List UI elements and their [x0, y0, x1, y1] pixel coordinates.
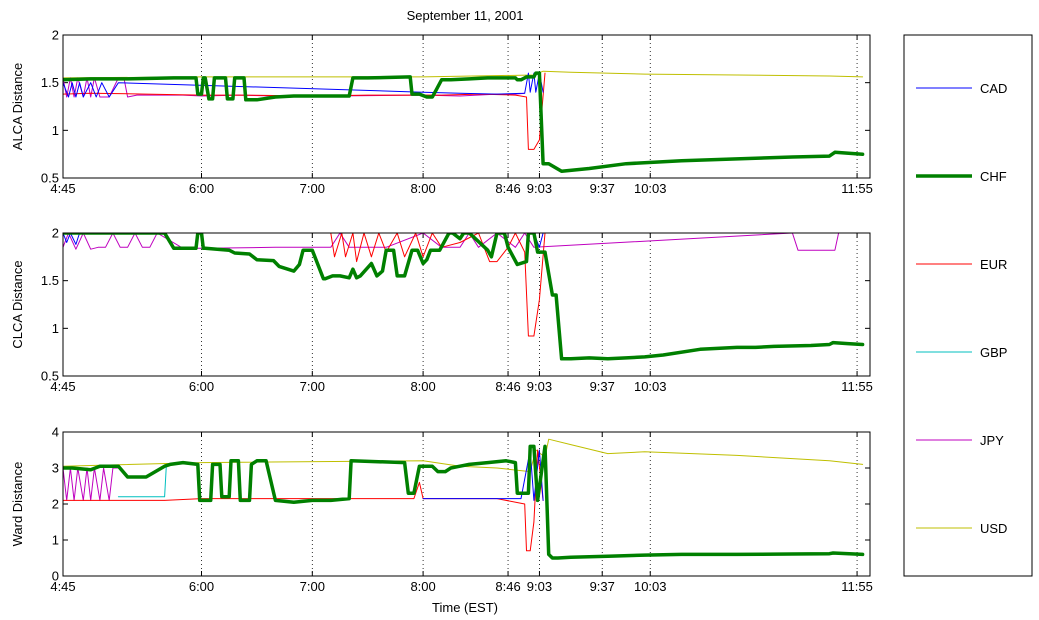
panel-background: [63, 35, 870, 178]
legend-label: EUR: [980, 257, 1007, 272]
panels-layer: 4:45 6:00 7:00 8:00 8:46 9:03 9:37 10:03 11:55 0.…: [10, 28, 873, 595]
y-axis-label: ALCA Distance: [10, 63, 25, 150]
x-tick-label: 9:37: [590, 579, 615, 594]
panel-1: 4:45 6:00 7:00 8:00 8:46 9:03 9:37 10:03 11:55 0.…: [10, 28, 873, 197]
x-tick-label: 8:00: [410, 379, 435, 394]
y-tick-label: 2: [52, 28, 59, 43]
x-tick-label: 4:45: [50, 379, 75, 394]
legend-label: CAD: [980, 81, 1007, 96]
x-tick-label: 10:03: [634, 579, 667, 594]
legend-label: CHF: [980, 169, 1007, 184]
x-tick-label: 11:55: [841, 181, 873, 196]
x-tick-label: 8:00: [410, 181, 435, 196]
series-line-chf: [63, 233, 865, 361]
series-line-eur: [63, 233, 546, 337]
y-tick-label: 1: [52, 123, 59, 138]
x-tick-label: 9:37: [590, 379, 615, 394]
y-tick-label: 1.5: [41, 75, 59, 90]
x-tick-label: 8:00: [410, 579, 435, 594]
x-tick-label: 11:55: [841, 579, 873, 594]
series-line-chf: [63, 444, 865, 560]
panel-frame: [62, 34, 871, 179]
x-tick-label: 8:46: [495, 379, 520, 394]
series-line-cad: [422, 449, 544, 501]
y-tick-label: 2: [52, 497, 59, 512]
y-tick-label: 1.5: [41, 273, 59, 288]
x-tick-label: 8:46: [495, 579, 520, 594]
panel-2: 4:45 6:00 7:00 8:00 8:46 9:03 9:37 10:03 11:55 0.…: [10, 226, 873, 395]
y-axis-label: CLCA Distance: [10, 260, 25, 348]
legend-box: [903, 34, 1033, 577]
legend-label: JPY: [980, 433, 1004, 448]
x-tick-label: 8:46: [495, 181, 520, 196]
legend-entry-usd: USD: [916, 521, 1007, 536]
legend-entry-eur: EUR: [916, 257, 1007, 272]
x-tick-label: 6:00: [189, 181, 214, 196]
series-group: [63, 438, 865, 560]
series-line-usd: [63, 70, 864, 79]
panel-background: [63, 432, 870, 576]
series-line-jpy: [63, 467, 119, 501]
x-tick-label: 6:00: [189, 579, 214, 594]
y-axis-label: Ward Distance: [10, 462, 25, 547]
x-tick-label: 10:03: [634, 181, 667, 196]
x-tick-label: 9:03: [527, 579, 552, 594]
y-tick-label: 0: [52, 569, 59, 584]
series-line-cad: [63, 233, 544, 248]
y-tick-label: 2: [52, 226, 59, 241]
panel-frame: [62, 232, 871, 377]
legend-entry-jpy: JPY: [916, 433, 1004, 448]
series-line-chf: [63, 71, 865, 174]
x-tick-label: 9:03: [527, 181, 552, 196]
y-tick-label: 4: [52, 425, 59, 440]
chart-title: September 11, 2001: [407, 8, 524, 23]
x-axis-label: Time (EST): [432, 600, 498, 615]
x-tick-label: 11:55: [841, 379, 873, 394]
x-tick-label: 10:03: [634, 379, 667, 394]
y-tick-label: 3: [52, 461, 59, 476]
x-tick-label: 7:00: [300, 579, 325, 594]
legend-entry-cad: CAD: [916, 81, 1007, 96]
x-tick-label: 9:37: [590, 181, 615, 196]
x-tick-label: 7:00: [300, 379, 325, 394]
y-tick-label: 0.5: [41, 369, 59, 384]
legend-entry-chf: CHF: [916, 169, 1007, 184]
series-line-cad: [63, 72, 544, 98]
panel-background: [63, 233, 870, 376]
x-tick-label: 6:00: [189, 379, 214, 394]
y-tick-label: 1: [52, 321, 59, 336]
legend-label: USD: [980, 521, 1007, 536]
legend: CAD CHF EUR GBP JPY USD: [903, 34, 1033, 577]
series-group: [63, 233, 865, 361]
panel-frame: [62, 431, 871, 577]
x-tick-label: 9:03: [527, 379, 552, 394]
panel-3: 4:45 6:00 7:00 8:00 8:46 9:03 9:37 10:03 11:55 0 1…: [10, 425, 873, 595]
legend-label: GBP: [980, 345, 1007, 360]
x-tick-label: 7:00: [300, 181, 325, 196]
legend-entry-gbp: GBP: [916, 345, 1007, 360]
series-group: [63, 70, 865, 174]
y-tick-label: 1: [52, 533, 59, 548]
x-tick-label: 4:45: [50, 579, 75, 594]
x-tick-label: 4:45: [50, 181, 75, 196]
y-tick-label: 0.5: [41, 171, 59, 186]
